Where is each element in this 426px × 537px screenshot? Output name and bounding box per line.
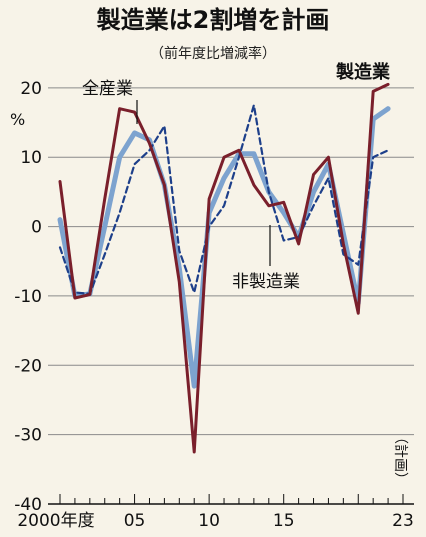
x-axis: 2000年度 05 10 15 23	[17, 494, 414, 531]
y-tick-label: -30	[14, 426, 42, 446]
y-tick-label: -20	[14, 356, 42, 376]
y-tick-label: -10	[14, 287, 42, 307]
x-tick-label: 15	[273, 511, 295, 531]
y-tick-label: 20	[20, 79, 42, 99]
series-label: 非製造業	[232, 272, 300, 292]
x-tick-label: 2000年度	[17, 511, 94, 531]
y-tick-label: -40	[14, 495, 42, 515]
series-line	[58, 104, 390, 295]
x-tick-label: 05	[124, 511, 146, 531]
x-tick-label: 10	[198, 511, 220, 531]
series-label: 製造業	[335, 61, 391, 83]
series-line	[58, 82, 390, 454]
x-tick-label: 23	[392, 511, 414, 531]
y-axis: 20 10 0 -10 -20 -30 -40	[14, 79, 42, 515]
y-axis-label: %	[10, 110, 25, 129]
y-tick-label: 10	[20, 148, 42, 168]
chart-title: 製造業は2割増を計画	[97, 6, 330, 34]
series-line	[57, 106, 391, 389]
series-lines	[57, 82, 391, 454]
y-tick-label: 0	[31, 218, 42, 238]
chart-subtitle: （前年度比増減率）	[150, 45, 276, 62]
series-label: 全産業	[82, 79, 133, 99]
plan-note: （計画）	[392, 430, 408, 486]
